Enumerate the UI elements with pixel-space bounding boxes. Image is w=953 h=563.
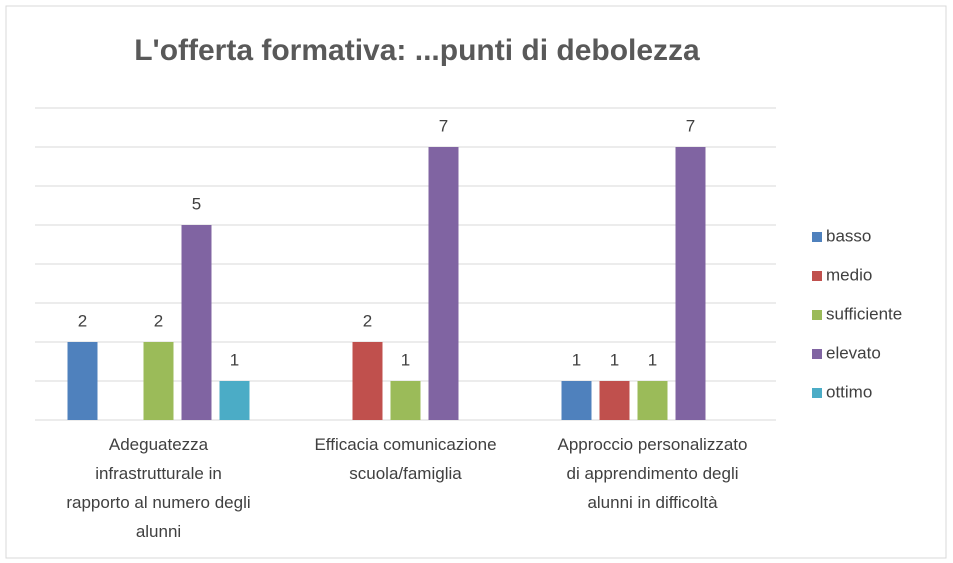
bar [352, 342, 383, 420]
bar [219, 381, 250, 420]
chart-title: L'offerta formativa: ...punti di debolez… [134, 34, 700, 67]
legend-swatch [812, 310, 822, 320]
legend-label: sufficiente [826, 304, 902, 323]
data-label: 1 [610, 350, 619, 369]
data-label: 1 [572, 350, 581, 369]
legend-swatch [812, 271, 822, 281]
bar [181, 225, 212, 420]
data-label: 2 [154, 311, 163, 330]
data-label: 5 [192, 194, 201, 213]
legend-swatch [812, 349, 822, 359]
data-label: 2 [78, 311, 87, 330]
data-label: 1 [401, 350, 410, 369]
x-tick-label: Efficacia comunicazione scuola/famiglia [314, 435, 496, 483]
x-tick-label: Adeguatezza infrastrutturale in rapporto a… [66, 435, 250, 541]
bar [675, 147, 706, 420]
legend-label: ottimo [826, 382, 872, 401]
data-label: 7 [439, 116, 448, 135]
data-label: 2 [363, 311, 372, 330]
x-tick-label: Approccio personalizzato di apprendimento… [558, 435, 748, 512]
bar [561, 381, 592, 420]
bar [390, 381, 421, 420]
legend-label: elevato [826, 343, 881, 362]
bar [143, 342, 174, 420]
legend-swatch [812, 388, 822, 398]
bar [599, 381, 630, 420]
data-label: 7 [686, 116, 695, 135]
data-label: 1 [230, 350, 239, 369]
chart-border [5, 5, 947, 559]
bar [67, 342, 98, 420]
bar [428, 147, 459, 420]
bar [637, 381, 668, 420]
legend-swatch [812, 232, 822, 242]
legend-label: medio [826, 265, 872, 284]
data-label: 1 [648, 350, 657, 369]
legend-label: basso [826, 226, 871, 245]
